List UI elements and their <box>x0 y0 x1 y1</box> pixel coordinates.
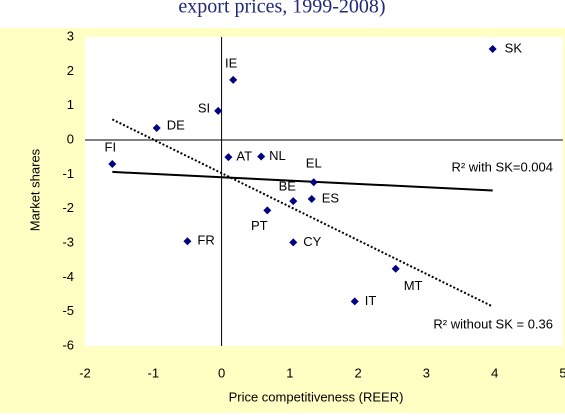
point <box>263 206 272 215</box>
chart-title: export prices, 1999-2008) <box>178 0 385 18</box>
x-tick-label: 1 <box>286 365 293 380</box>
y-tick-label: -2 <box>62 200 74 215</box>
x-tick-label: 4 <box>491 365 498 380</box>
point-label: PT <box>251 218 268 233</box>
point <box>229 75 238 84</box>
y-tick-label: -3 <box>62 234 74 249</box>
point <box>183 237 192 246</box>
point <box>214 106 223 115</box>
y-tick-label: -4 <box>62 269 74 284</box>
point-label: MT <box>404 278 423 293</box>
y-tick-label: 1 <box>67 97 74 112</box>
point <box>289 238 298 247</box>
y-tick-label: -6 <box>62 337 74 352</box>
point <box>224 153 233 162</box>
x-tick-label: 2 <box>355 365 362 380</box>
y-tick-label: -5 <box>62 303 74 318</box>
point-label: EL <box>306 156 322 171</box>
y-tick-label: 3 <box>67 28 74 43</box>
point-label: CY <box>303 234 321 249</box>
x-tick-label: 3 <box>423 365 430 380</box>
point-label: NL <box>269 148 286 163</box>
x-tick-label: -2 <box>79 365 91 380</box>
point <box>108 160 117 169</box>
point-label: FI <box>105 139 117 154</box>
trend-annotation: R² with SK=0.004 <box>451 159 553 174</box>
point <box>309 178 318 187</box>
point <box>307 195 316 204</box>
x-tick-label: -1 <box>148 365 160 380</box>
y-tick-label: 2 <box>67 63 74 78</box>
plot-area <box>85 37 563 346</box>
x-tick-label: 0 <box>218 365 225 380</box>
trend-line <box>112 170 493 192</box>
point-label: DE <box>167 117 185 132</box>
point <box>289 197 298 206</box>
point-label: SK <box>505 40 523 55</box>
point-label: BE <box>279 179 297 194</box>
trend-line <box>111 118 494 308</box>
point-label: ES <box>322 190 340 205</box>
point <box>152 123 161 132</box>
point-label: IT <box>365 293 377 308</box>
point <box>391 264 400 273</box>
point-label: AT <box>236 149 252 164</box>
point <box>488 45 497 54</box>
x-axis-title: Price competitiveness (REER) <box>229 389 404 404</box>
point <box>257 152 266 161</box>
y-tick-label: 0 <box>67 131 74 146</box>
point-label: IE <box>225 55 238 70</box>
trend-annotation: R² without SK = 0.36 <box>433 316 553 331</box>
x-tick-label: 5 <box>559 365 565 380</box>
y-axis-title: Market shares <box>27 148 42 231</box>
y-tick-label: -1 <box>62 166 74 181</box>
point <box>350 297 359 306</box>
point-label: FR <box>197 233 214 248</box>
point-label: SI <box>198 100 210 115</box>
